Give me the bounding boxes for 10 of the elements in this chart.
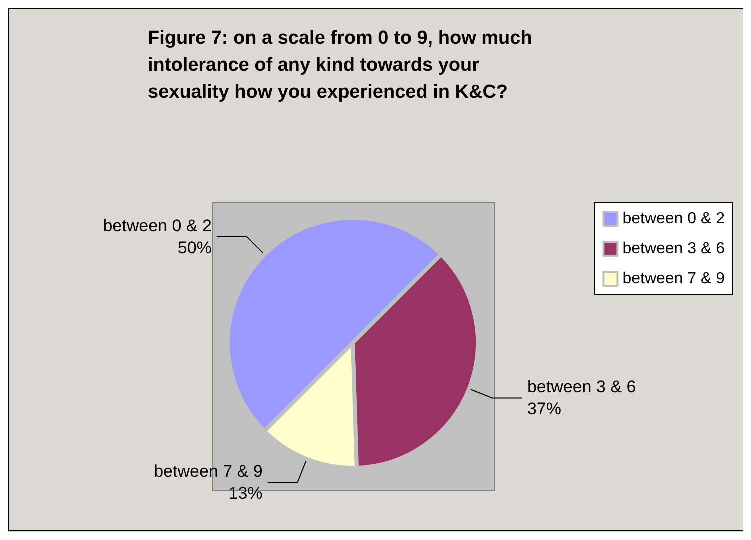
data-label: 13% xyxy=(228,484,263,503)
legend-label: between 0 & 2 xyxy=(622,210,726,228)
slice-label: between 7 & 9 xyxy=(154,462,263,481)
data-label: 50% xyxy=(178,238,212,258)
legend-label: between 7 & 9 xyxy=(622,270,726,288)
chart-title: Figure 7: on a scale from 0 to 9, how much intolerance of any kind towards your sexuality how you experienced in K&C? xyxy=(148,28,538,103)
data-label: 37% xyxy=(527,400,562,419)
slice-label: between 0 & 2 xyxy=(103,216,212,236)
legend-label: between 3 & 6 xyxy=(622,240,726,258)
slice-label: between 3 & 6 xyxy=(527,378,636,397)
